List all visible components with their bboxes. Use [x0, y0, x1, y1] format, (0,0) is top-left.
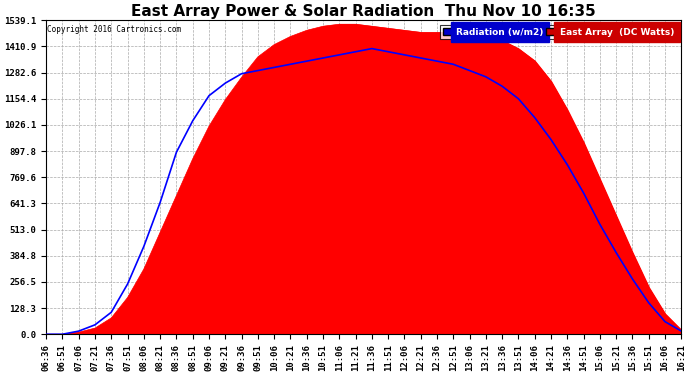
Text: Copyright 2016 Cartronics.com: Copyright 2016 Cartronics.com — [47, 25, 181, 34]
Legend: Radiation (w/m2), East Array  (DC Watts): Radiation (w/m2), East Array (DC Watts) — [440, 25, 677, 39]
Title: East Array Power & Solar Radiation  Thu Nov 10 16:35: East Array Power & Solar Radiation Thu N… — [131, 4, 596, 19]
